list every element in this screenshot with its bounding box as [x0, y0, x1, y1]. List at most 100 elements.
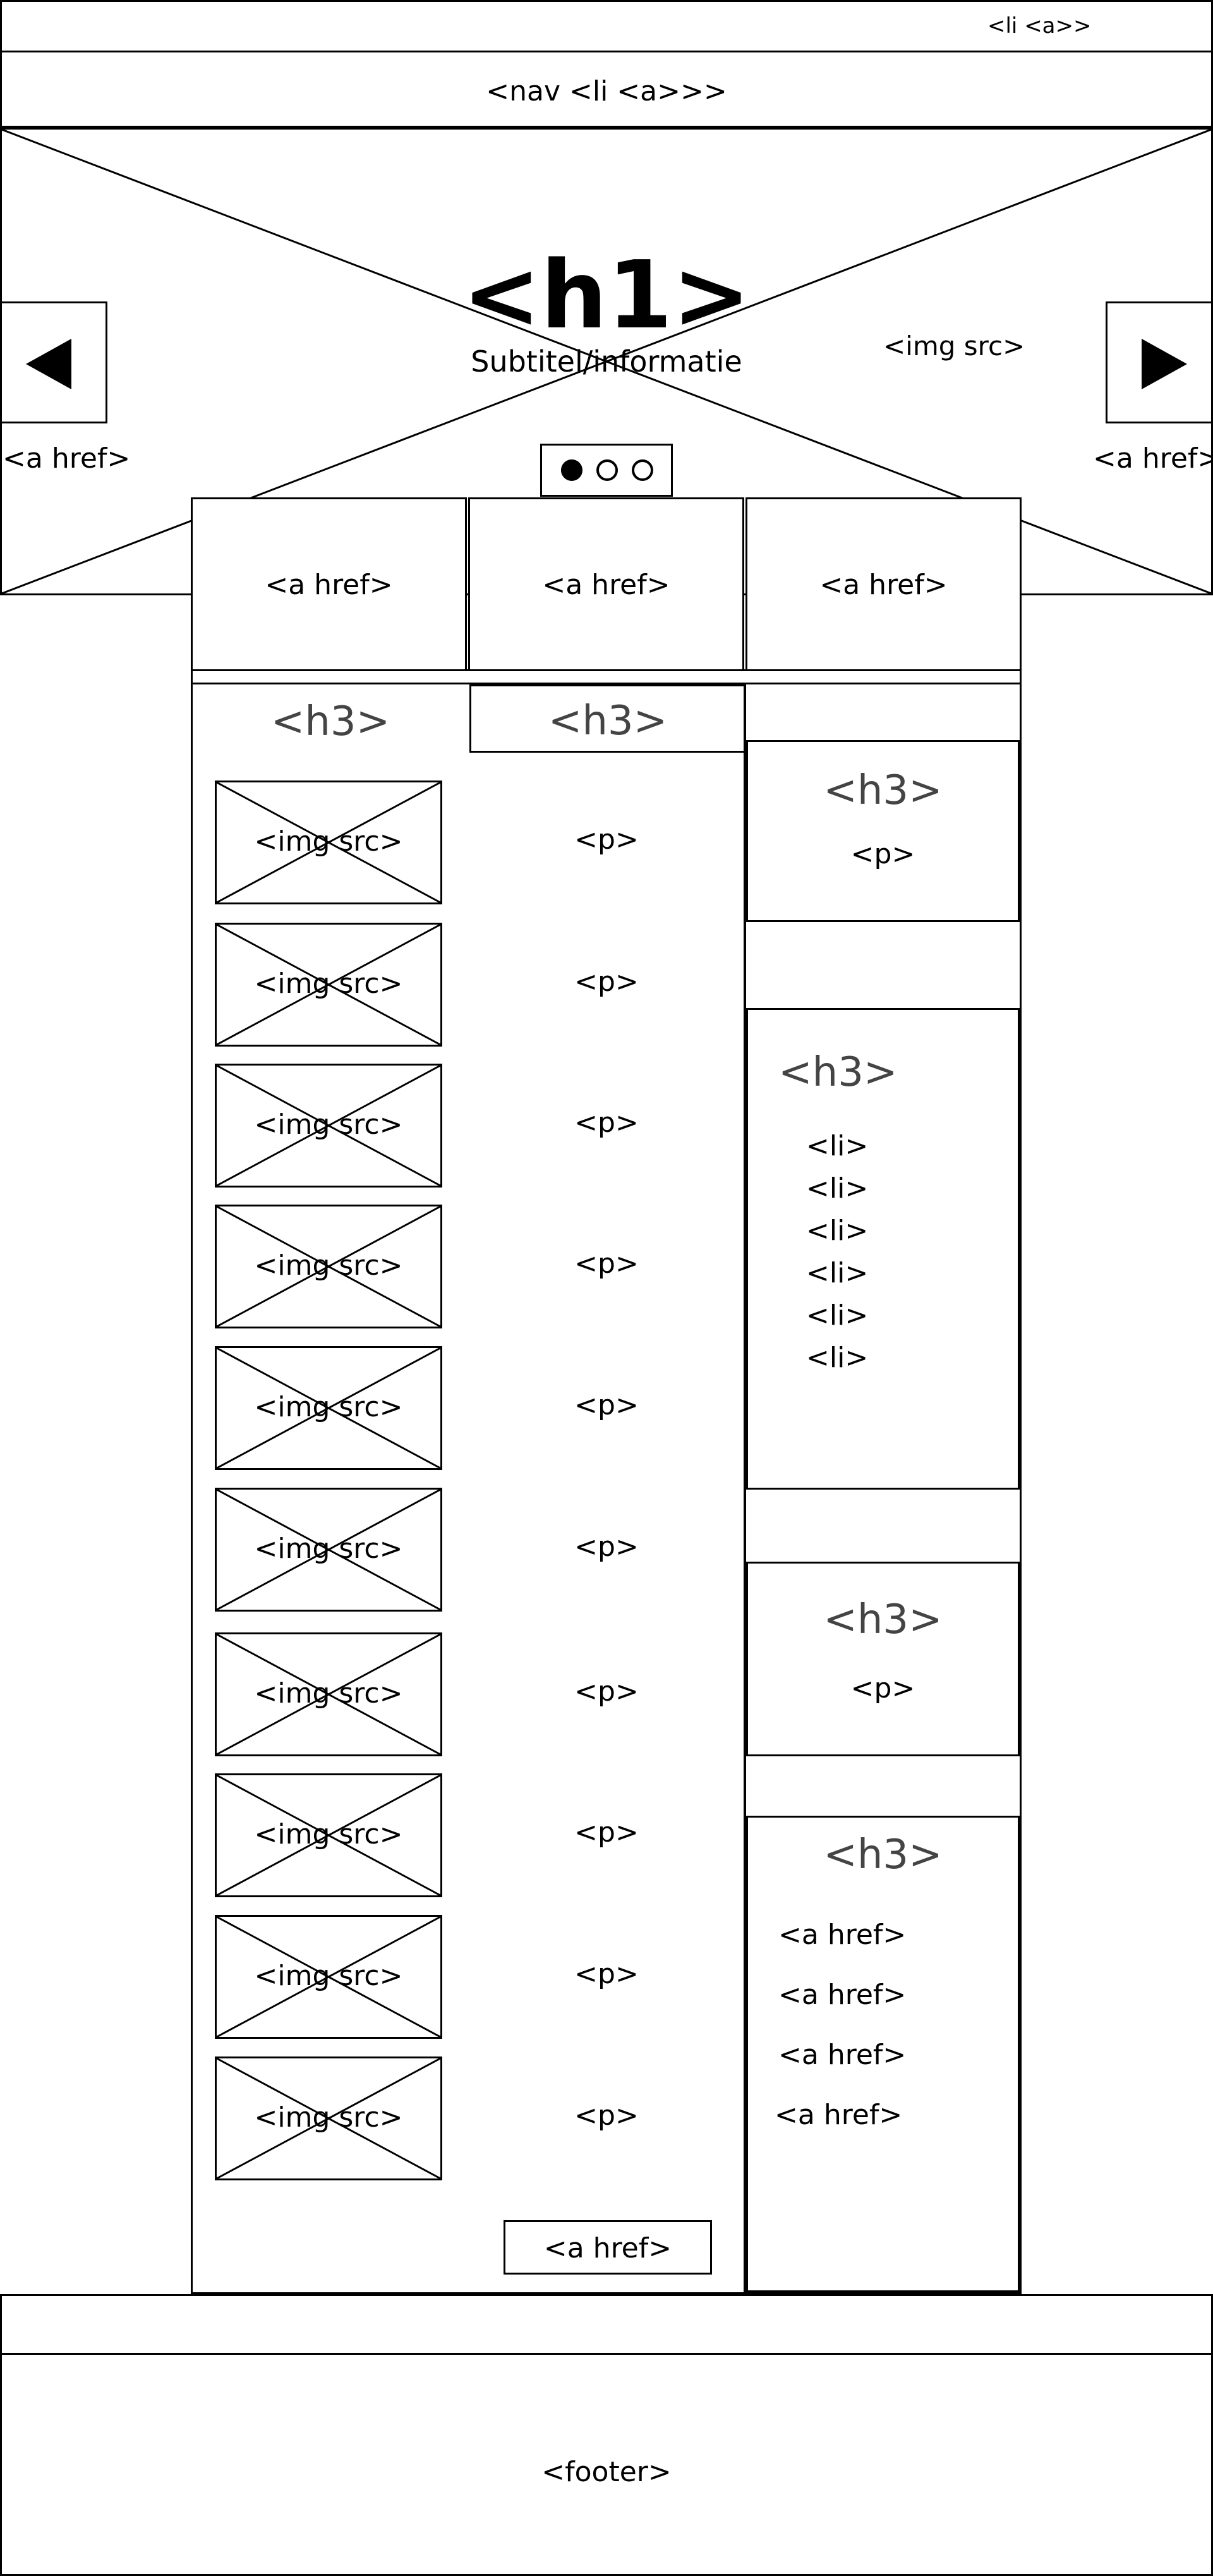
sidebar-link[interactable]: <a href>	[778, 1979, 907, 2011]
image-placeholder-cross	[217, 2058, 440, 2178]
list-item-thumbnail: <img src>	[215, 923, 442, 1047]
list-item-image-label: <img src>	[254, 1677, 403, 1710]
list-item: <img src> <p>	[193, 1205, 744, 1328]
tab-2[interactable]: <h3>	[469, 684, 746, 753]
sidebar-list-item: <li>	[806, 1257, 869, 1289]
top-bar: <li <a>>	[0, 0, 1213, 52]
top-bar-link[interactable]: <li <a>>	[987, 13, 1092, 39]
list-item: <img src> <p>	[193, 1773, 744, 1897]
list-item-thumbnail: <img src>	[215, 1773, 442, 1897]
list-item-text: <p>	[574, 1958, 639, 1990]
sidebar-box-3-heading: <h3>	[823, 1596, 943, 1643]
footer-label: <footer>	[541, 2456, 672, 2488]
list-item-thumbnail: <img src>	[215, 781, 442, 904]
tab-1[interactable]: <h3>	[270, 698, 390, 745]
image-placeholder-cross	[217, 1917, 440, 2037]
nav-menu[interactable]: <nav <li <a>>>	[486, 75, 727, 107]
slider-dot[interactable]	[632, 459, 653, 481]
list-item-image-label: <img src>	[254, 968, 403, 1000]
hero-image-label: <img src>	[883, 331, 1025, 361]
image-placeholder-cross	[217, 1348, 440, 1468]
sidebar-box-2-heading: <h3>	[778, 1049, 898, 1096]
list-item-text: <p>	[574, 2099, 639, 2132]
more-button[interactable]: <a href>	[504, 2220, 712, 2275]
list-item: <img src> <p>	[193, 1064, 744, 1188]
sidebar-list-item: <li>	[806, 1215, 869, 1247]
list-item-thumbnail: <img src>	[215, 1632, 442, 1756]
sidebar-box-4: <h3> <a href> <a href> <a href> <a href>	[746, 1816, 1020, 2292]
tab-2-label: <h3>	[548, 698, 668, 744]
feature-link-1[interactable]: <a href>	[191, 497, 467, 671]
sidebar-box-3-text: <p>	[850, 1672, 915, 1704]
prev-arrow-button[interactable]	[0, 301, 107, 423]
image-placeholder-cross	[217, 1206, 440, 1327]
sidebar-link[interactable]: <a href>	[775, 2099, 903, 2131]
list-item: <img src> <p>	[193, 2057, 744, 2180]
sidebar-list-item: <li>	[806, 1130, 869, 1162]
list-item-text: <p>	[574, 966, 639, 998]
list-item-text: <p>	[574, 1248, 639, 1280]
hero-title: <h1>	[462, 241, 751, 349]
footer-top-bar	[0, 2294, 1213, 2355]
image-placeholder-cross	[217, 1490, 440, 1610]
feature-link-1-label: <a href>	[265, 569, 393, 601]
list-item-image-label: <img src>	[254, 1249, 403, 1282]
sidebar-list-item: <li>	[806, 1342, 869, 1374]
list-item: <img src> <p>	[193, 1915, 744, 2039]
slider-dot-active[interactable]	[561, 459, 582, 481]
list-item: <img src> <p>	[193, 781, 744, 904]
list-item-image-label: <img src>	[254, 1533, 403, 1565]
image-placeholder-cross	[217, 1634, 440, 1754]
sidebar-box-2: <h3> <li> <li> <li> <li> <li> <li>	[746, 1008, 1020, 1490]
list-item-text: <p>	[574, 1107, 639, 1139]
image-placeholder-cross	[217, 1775, 440, 1895]
sidebar-box-1-heading: <h3>	[823, 767, 943, 814]
list-item-thumbnail: <img src>	[215, 1915, 442, 2039]
image-placeholder-cross	[217, 782, 440, 902]
hero-subtitle: Subtitel/informatie	[471, 344, 742, 379]
next-link[interactable]: <a href>	[1093, 442, 1213, 475]
list-item-thumbnail: <img src>	[215, 1064, 442, 1188]
list-item-image-label: <img src>	[254, 825, 403, 858]
feature-link-2[interactable]: <a href>	[468, 497, 744, 671]
next-arrow-button[interactable]	[1106, 301, 1213, 423]
main-content: <h3> <h3> <img src> <p> <img src> <p> <img s…	[191, 683, 746, 2294]
sidebar: <h3> <p> <h3> <li> <li> <li> <li> <li> <li> <…	[744, 683, 1022, 2294]
more-button-label: <a href>	[543, 2232, 672, 2264]
list-item-image-label: <img src>	[254, 1818, 403, 1850]
arrow-right-icon	[1142, 339, 1187, 389]
list-item-text: <p>	[574, 1389, 639, 1421]
sidebar-link[interactable]: <a href>	[778, 1919, 907, 1951]
list-item-thumbnail: <img src>	[215, 2057, 442, 2180]
list-item-thumbnail: <img src>	[215, 1488, 442, 1612]
list-item-text: <p>	[574, 1816, 639, 1849]
list-item-text: <p>	[574, 823, 639, 856]
list-item-text: <p>	[574, 1531, 639, 1563]
footer: <footer>	[0, 2353, 1213, 2576]
list-item: <img src> <p>	[193, 1346, 744, 1470]
image-placeholder-cross	[217, 925, 440, 1045]
slider-dots[interactable]	[540, 444, 673, 497]
sidebar-box-3: <h3> <p>	[746, 1562, 1020, 1756]
feature-link-3[interactable]: <a href>	[745, 497, 1022, 671]
list-item-thumbnail: <img src>	[215, 1205, 442, 1328]
list-item-image-label: <img src>	[254, 1960, 403, 1992]
list-item-text: <p>	[574, 1675, 639, 1708]
sidebar-box-1: <h3> <p>	[746, 740, 1020, 922]
list-item: <img src> <p>	[193, 1488, 744, 1612]
feature-link-3-label: <a href>	[819, 569, 948, 601]
arrow-left-icon	[26, 339, 71, 389]
sidebar-box-1-text: <p>	[850, 838, 915, 870]
feature-link-2-label: <a href>	[542, 569, 670, 601]
sidebar-box-4-heading: <h3>	[823, 1832, 943, 1878]
list-item-thumbnail: <img src>	[215, 1346, 442, 1470]
list-item: <img src> <p>	[193, 1632, 744, 1756]
slider-dot[interactable]	[596, 459, 618, 481]
nav-bar: <nav <li <a>>>	[0, 51, 1213, 129]
list-item-image-label: <img src>	[254, 1391, 403, 1423]
sidebar-list-item: <li>	[806, 1172, 869, 1205]
image-placeholder-cross	[217, 1066, 440, 1186]
sidebar-link[interactable]: <a href>	[778, 2039, 907, 2071]
sidebar-list-item: <li>	[806, 1299, 869, 1332]
prev-link[interactable]: <a href>	[3, 442, 131, 475]
